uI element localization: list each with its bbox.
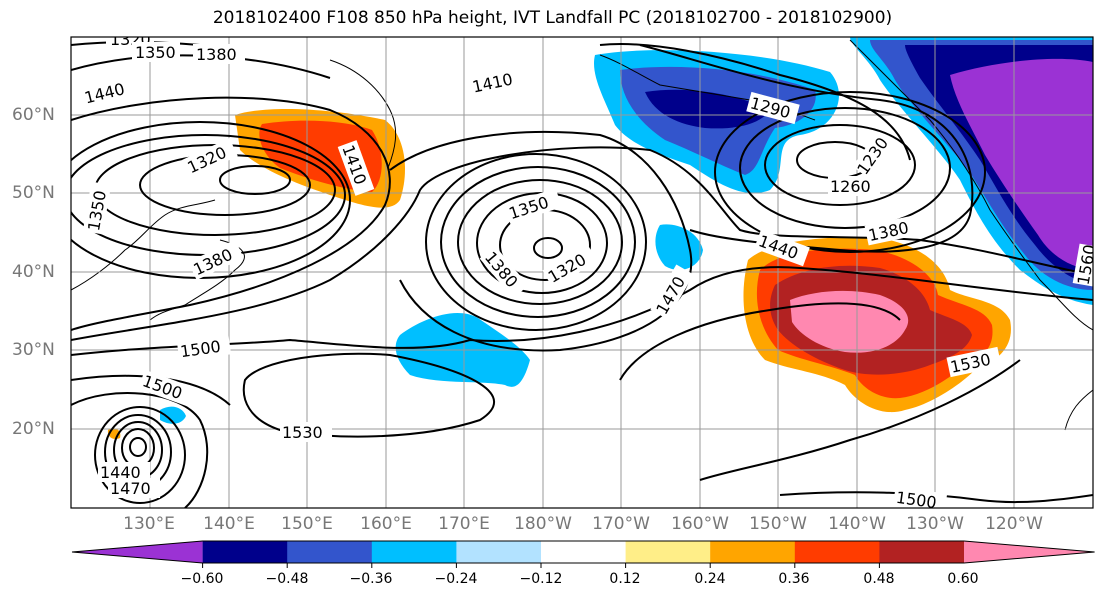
colorbar-extend-max xyxy=(964,541,1095,563)
lon-label: 160°W xyxy=(671,514,729,534)
contour-label: 1500 xyxy=(895,488,938,512)
lon-label: 140°E xyxy=(203,514,255,534)
contour-label: 1560 xyxy=(1074,243,1100,286)
colorbar-extend-min xyxy=(72,541,203,563)
lon-label: 130°E xyxy=(123,514,175,534)
colorbar-segment xyxy=(541,541,627,563)
contour-label: 1530 xyxy=(282,423,323,442)
lon-label: 180°W xyxy=(514,514,572,534)
lat-label: 60°N xyxy=(12,105,55,125)
gridlines xyxy=(71,37,1093,508)
lat-label: 40°N xyxy=(12,262,55,282)
colorbar xyxy=(71,540,1095,568)
colorbar-tick-label: −0.24 xyxy=(434,571,478,587)
lat-label: 20°N xyxy=(12,419,55,439)
colorbar-segment xyxy=(625,541,711,563)
colorbar-tick-label: −0.60 xyxy=(180,571,224,587)
colorbar-tick-label: 0.36 xyxy=(778,571,810,587)
contour-label: 1350 xyxy=(135,43,176,62)
map-frame xyxy=(70,36,1094,509)
colorbar-tick-label: 0.12 xyxy=(609,571,641,587)
lat-label: 30°N xyxy=(12,340,55,360)
colorbar-tick-label: −0.48 xyxy=(265,571,309,587)
lat-label: 50°N xyxy=(12,183,55,203)
colorbar-segment xyxy=(456,541,542,563)
colorbar-segment xyxy=(879,541,965,563)
contour-label: 1470 xyxy=(110,479,151,498)
lon-label: 160°E xyxy=(360,514,412,534)
contour-label: 1260 xyxy=(830,177,871,196)
colorbar-tick-label: 0.24 xyxy=(694,571,726,587)
lon-label: 170°E xyxy=(438,514,490,534)
lon-label: 130°W xyxy=(906,514,964,534)
lon-label: 170°W xyxy=(592,514,650,534)
colorbar-segment xyxy=(287,541,373,563)
colorbar-tick-label: −0.12 xyxy=(519,571,563,587)
figure-title: 2018102400 F108 850 hPa height, IVT Land… xyxy=(212,8,893,28)
colorbar-segment xyxy=(710,541,796,563)
lon-label: 150°E xyxy=(281,514,333,534)
colorbar-segment xyxy=(202,541,288,563)
colorbar-segment xyxy=(371,541,457,563)
lon-label: 150°W xyxy=(749,514,807,534)
lon-label: 140°W xyxy=(828,514,886,534)
colorbar-tick-label: −0.36 xyxy=(349,571,393,587)
colorbar-tick-label: 0.60 xyxy=(947,571,979,587)
contour-label: 1440 xyxy=(100,463,141,482)
contour-label: 1380 xyxy=(196,45,237,64)
lon-label: 120°W xyxy=(985,514,1043,534)
colorbar-outline xyxy=(71,540,1095,564)
colorbar-tick-label: 0.48 xyxy=(863,571,895,587)
colorbar-segment xyxy=(794,541,880,563)
